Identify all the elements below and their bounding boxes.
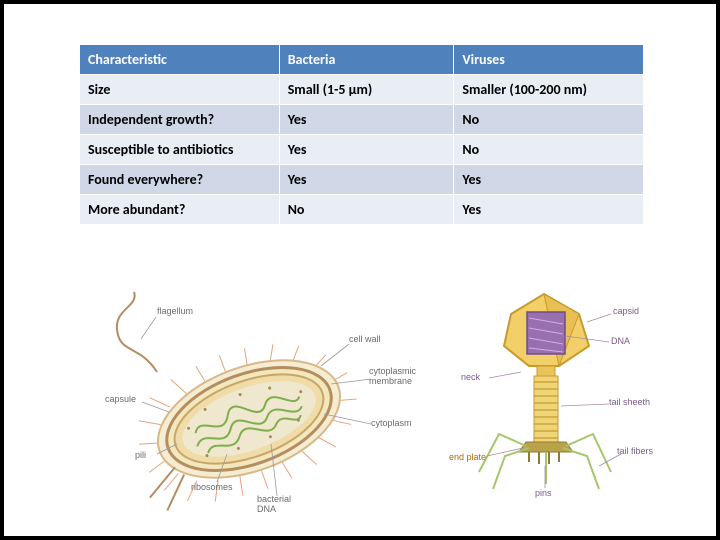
cell: Yes xyxy=(279,165,454,195)
col-header: Bacteria xyxy=(279,45,454,75)
label-cell-wall: cell wall xyxy=(349,334,381,344)
label-capsule: capsule xyxy=(105,394,136,404)
bacterium-diagram: flagellum capsule pili ribosomes bacteri… xyxy=(99,284,419,514)
label-end-plate: end plate xyxy=(449,452,486,462)
slide-content: Characteristic Bacteria Viruses Size Sma… xyxy=(4,4,716,536)
cell: Yes xyxy=(279,105,454,135)
cell: Yes xyxy=(279,135,454,165)
col-header: Characteristic xyxy=(80,45,280,75)
virus-diagram: capsid DNA neck tail sheeth end plate pi… xyxy=(449,284,659,514)
comparison-table: Characteristic Bacteria Viruses Size Sma… xyxy=(79,44,644,225)
label-capsid: capsid xyxy=(613,306,639,316)
table-row: Size Small (1-5 μm) Smaller (100-200 nm) xyxy=(80,75,644,105)
label-dna: DNA xyxy=(611,336,630,346)
label-cyto-membrane: cytoplasmic membrane xyxy=(369,366,416,386)
label-tail-fibers: tail fibers xyxy=(617,446,653,456)
label-flagellum: flagellum xyxy=(157,306,193,316)
label-ribosomes: ribosomes xyxy=(191,482,233,492)
cell: Yes xyxy=(454,165,644,195)
bacterium-svg xyxy=(99,284,419,514)
col-header: Viruses xyxy=(454,45,644,75)
label-cytoplasm: cytoplasm xyxy=(371,418,412,428)
cell: Size xyxy=(80,75,280,105)
cell: No xyxy=(454,105,644,135)
cell: Found everywhere? xyxy=(80,165,280,195)
label-tail-sheath: tail sheeth xyxy=(609,397,650,407)
cell: Independent growth? xyxy=(80,105,280,135)
diagrams-area: flagellum capsule pili ribosomes bacteri… xyxy=(4,284,720,534)
table-row: Found everywhere? Yes Yes xyxy=(80,165,644,195)
label-pins: pins xyxy=(535,488,552,498)
slide: Characteristic Bacteria Viruses Size Sma… xyxy=(0,0,720,540)
cell: Small (1-5 μm) xyxy=(279,75,454,105)
table-row: Independent growth? Yes No xyxy=(80,105,644,135)
label-pili: pili xyxy=(135,450,146,460)
cell: Yes xyxy=(454,195,644,225)
cell: No xyxy=(454,135,644,165)
cell: Smaller (100-200 nm) xyxy=(454,75,644,105)
cell: More abundant? xyxy=(80,195,280,225)
label-neck: neck xyxy=(461,372,480,382)
table-row: Susceptible to antibiotics Yes No xyxy=(80,135,644,165)
table-row: More abundant? No Yes xyxy=(80,195,644,225)
cell: No xyxy=(279,195,454,225)
label-bacterial-dna: bacterial DNA xyxy=(257,494,291,514)
cell: Susceptible to antibiotics xyxy=(80,135,280,165)
